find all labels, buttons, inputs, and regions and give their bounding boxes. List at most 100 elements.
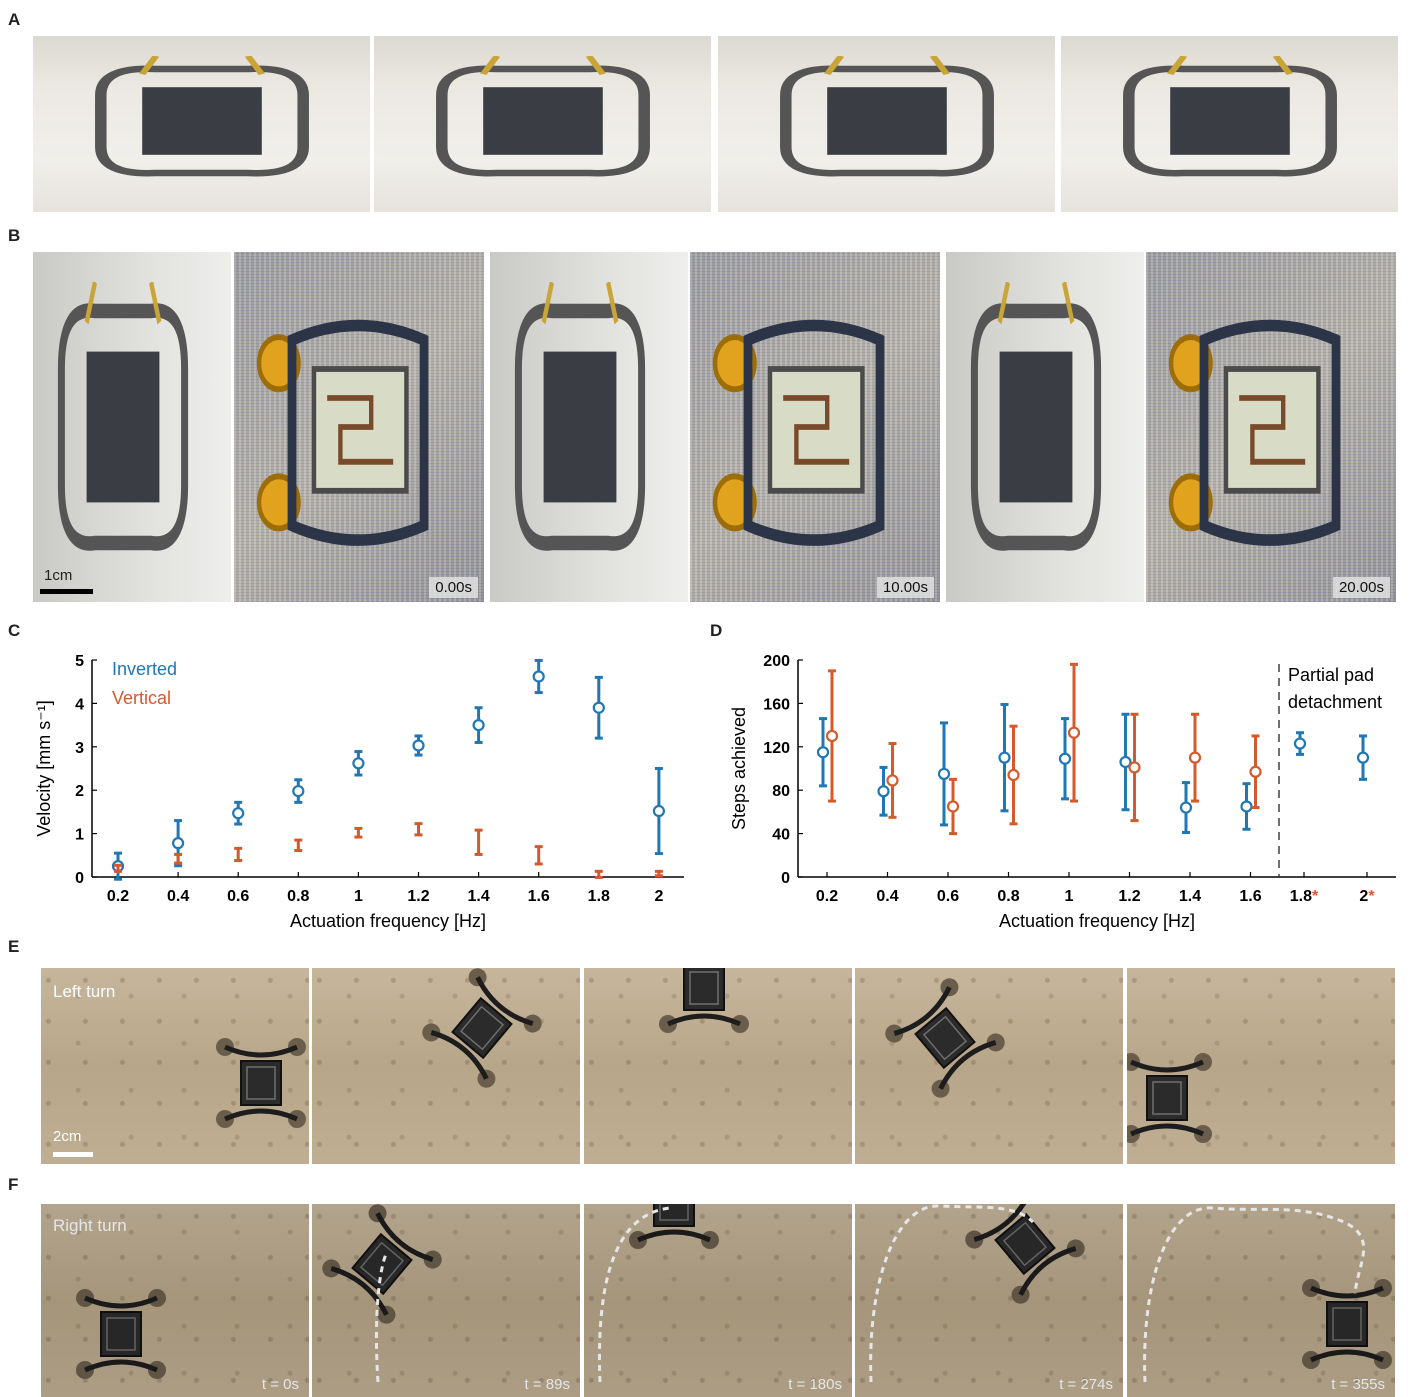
wall-climbing-side-photo: [490, 252, 688, 602]
mean-marker: [1240, 800, 1253, 813]
data-point-vertical: [1128, 712, 1141, 823]
x-axis-label: Actuation frequency [Hz]: [999, 911, 1195, 931]
right-turn-photo: t = 180s: [584, 1204, 852, 1397]
y-tick-label: 200: [763, 653, 790, 670]
left-turn-photo: [855, 968, 1123, 1164]
legend-vertical: Vertical: [112, 688, 171, 708]
data-point-vertical: [825, 669, 839, 803]
mean-marker: [825, 729, 839, 743]
data-point-inverted: [1119, 712, 1132, 812]
annotation-line-2: detachment: [1288, 692, 1382, 712]
trajectory-path: [598, 1206, 671, 1383]
data-point-vertical: [1188, 712, 1202, 803]
timestamp-label: t = 274s: [1059, 1376, 1113, 1393]
trajectory-path: [1143, 1206, 1366, 1383]
data-point-vertical: [114, 863, 122, 873]
mean-marker: [877, 785, 890, 798]
mean-marker: [412, 739, 425, 752]
mean-marker: [946, 800, 960, 813]
data-point-vertical: [1067, 662, 1081, 803]
mean-marker: [292, 784, 305, 798]
mean-marker: [1119, 755, 1132, 769]
timestamp-label: 0.00s: [429, 577, 478, 598]
left-turn-photo: [312, 968, 580, 1164]
mean-marker: [1128, 761, 1141, 774]
scale-bar-label: 1cm: [44, 567, 73, 584]
right-turn-photo: t = 0s Right turn: [41, 1204, 309, 1397]
mean-marker: [1356, 751, 1370, 764]
inverted-robot-photo: [718, 36, 1055, 212]
mean-marker: [592, 701, 605, 714]
data-point-inverted: [937, 721, 951, 827]
panel-label-b: B: [8, 226, 21, 245]
data-point-inverted: [412, 734, 425, 757]
wall-climbing-side-photo: [33, 252, 231, 602]
y-tick-label: 40: [772, 827, 790, 844]
chart-steps: 0 40 80 120 160 200 0.2 0.4 0.6 0.8 1 1.2 1.4 1.6 1.8*…: [729, 653, 1396, 931]
data-point-inverted: [816, 717, 830, 788]
panel-label-c: C: [8, 621, 21, 640]
mean-marker: [532, 670, 545, 683]
x-tick-label: 1.6: [528, 888, 550, 905]
left-turn-photo: [1127, 968, 1395, 1164]
mean-marker: [1179, 801, 1193, 814]
left-turn-photo: Left turn 2cm: [41, 968, 309, 1164]
trajectory-line: [374, 1253, 388, 1383]
data-point-vertical: [1249, 734, 1262, 810]
x-axis-label: Actuation frequency [Hz]: [290, 911, 486, 931]
data-point-inverted: [592, 675, 605, 740]
mean-marker: [1007, 768, 1020, 782]
x-tick-label: 0.6: [937, 888, 959, 905]
timestamp-label: t = 0s: [261, 1376, 299, 1393]
annotation-line-1: Partial pad: [1288, 665, 1374, 685]
data-point-vertical: [534, 845, 543, 866]
left-turn-label: Left turn: [53, 982, 116, 1001]
data-point-inverted: [472, 706, 485, 744]
data-point-inverted: [1240, 782, 1253, 831]
x-tick-label: 0.6: [227, 888, 249, 905]
x-tick-label: 1: [354, 888, 363, 905]
scale-bar: [53, 1152, 93, 1157]
data-point-vertical: [474, 828, 483, 856]
y-tick-label: 3: [75, 740, 84, 757]
panel-label-a: A: [8, 10, 21, 29]
data-point-vertical: [1007, 724, 1020, 826]
mean-marker: [232, 807, 245, 820]
left-turn-photo: [584, 968, 852, 1164]
y-tick-label: 120: [763, 740, 790, 757]
data-point-inverted: [352, 750, 365, 777]
scale-bar-label: 2cm: [53, 1128, 82, 1145]
data-point-vertical: [946, 777, 960, 836]
mean-marker: [352, 757, 365, 770]
y-axis-label: Steps achieved: [729, 707, 749, 830]
data-point-inverted: [652, 767, 666, 856]
y-tick-label: 1: [75, 827, 84, 844]
data-point-inverted: [1179, 781, 1193, 835]
mean-marker: [652, 804, 666, 818]
mean-marker: [1058, 752, 1072, 765]
trajectory-line: [1143, 1206, 1366, 1383]
mean-marker: [937, 767, 951, 781]
timestamp-label: t = 89s: [524, 1376, 570, 1393]
right-turn-photo: t = 274s: [855, 1204, 1123, 1397]
data-point-vertical: [174, 852, 183, 865]
panel-label-f: F: [8, 1175, 19, 1194]
x-tick-label: 2*: [1359, 888, 1375, 905]
legend-inverted: Inverted: [112, 659, 177, 679]
x-tick-label: 1: [1065, 888, 1074, 905]
data-point-vertical: [354, 826, 363, 839]
x-tick-label: 1.2: [1118, 888, 1140, 905]
panel-label-d: D: [710, 621, 723, 640]
x-tick-label: 1.8*: [1290, 888, 1319, 905]
trajectory-line: [598, 1206, 671, 1383]
data-point-inverted: [1356, 734, 1370, 781]
wall-climbing-front-photo: 10.00s: [690, 252, 940, 602]
data-point-inverted: [1058, 717, 1072, 801]
mean-marker: [472, 718, 485, 732]
x-tick-label: 0.2: [816, 888, 838, 905]
trajectory-path: [869, 1204, 1035, 1383]
y-axis-label: Velocity [mm s⁻¹]: [34, 700, 54, 837]
wall-climbing-front-photo: 0.00s: [234, 252, 484, 602]
x-tick-label: 0.8: [997, 888, 1019, 905]
timestamp-label: 20.00s: [1332, 577, 1390, 598]
